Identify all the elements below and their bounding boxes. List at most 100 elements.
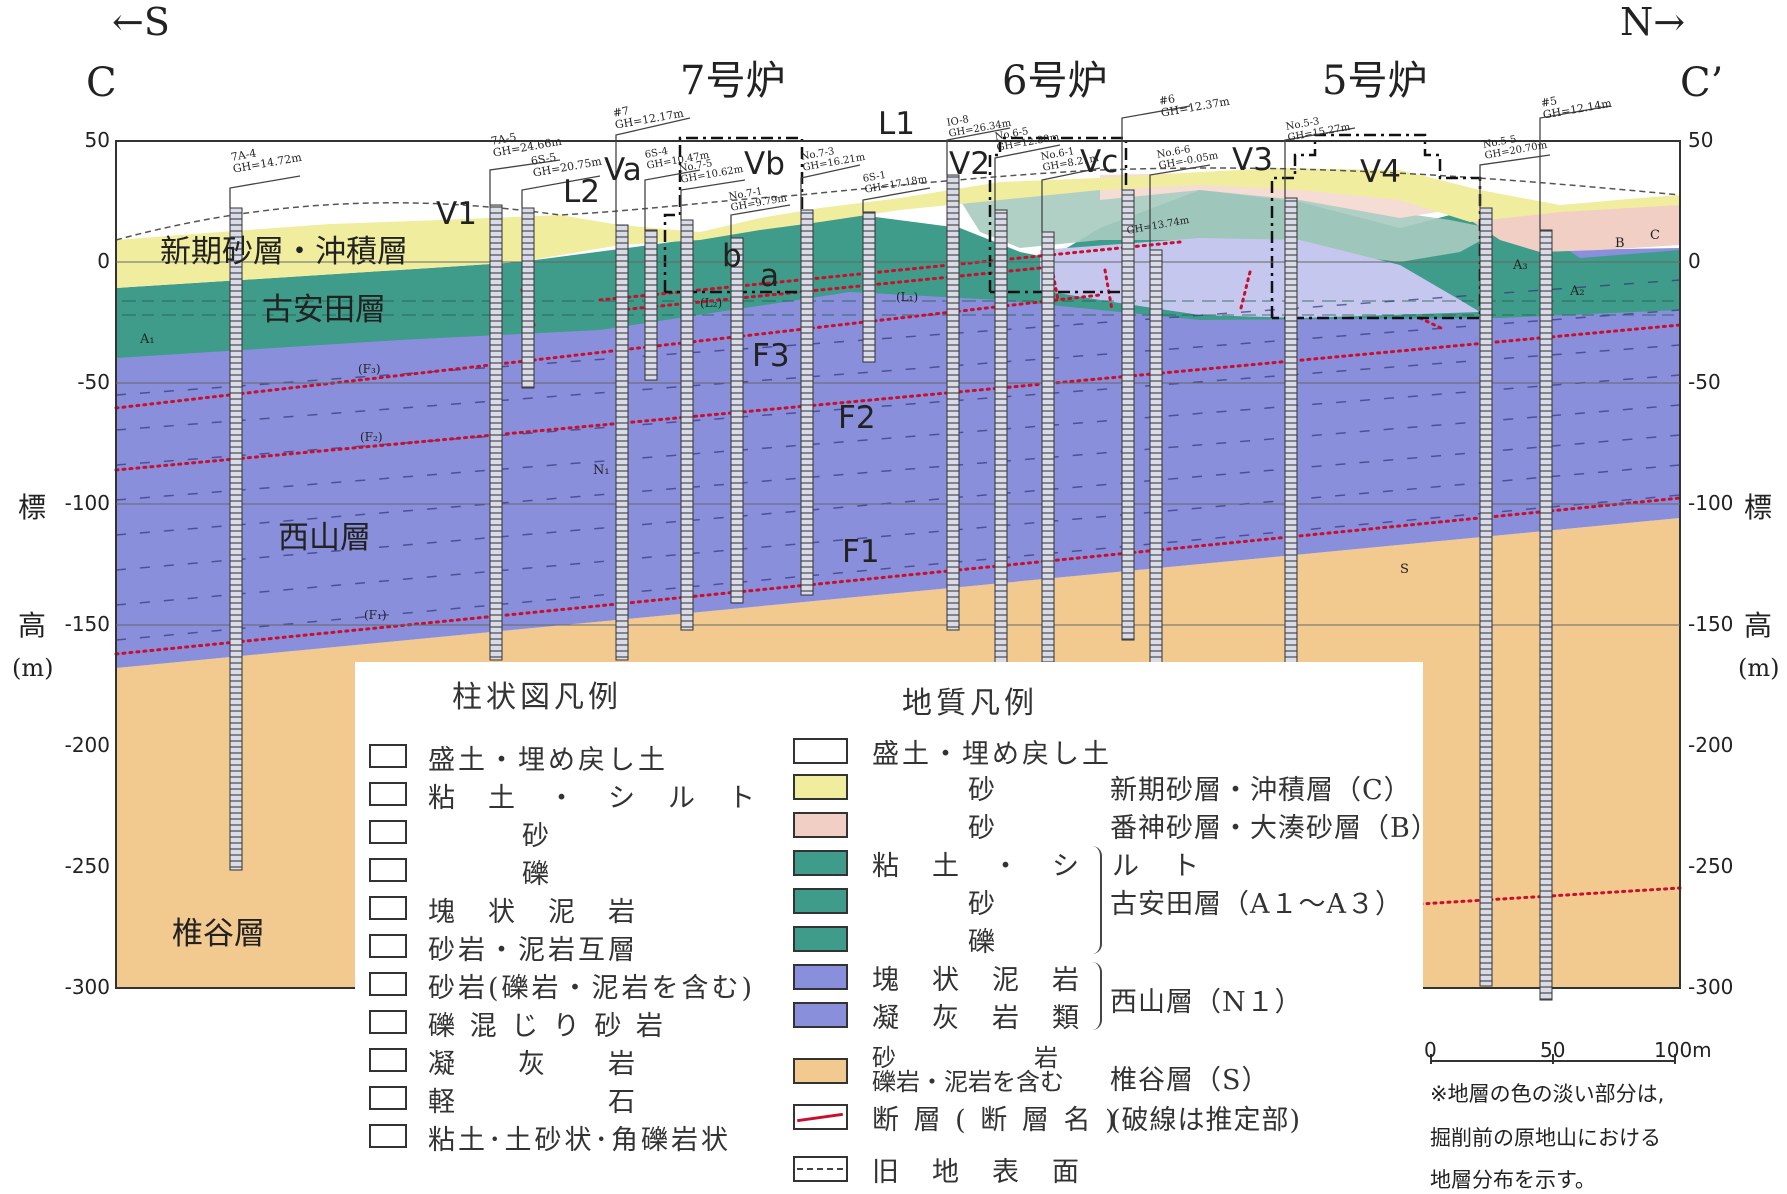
- borehole-7: [615, 224, 629, 661]
- tick-right-m250: -250: [1688, 854, 1734, 878]
- label-C: C: [1650, 228, 1660, 243]
- fault-L1: [598, 240, 1182, 302]
- label-N1: N₁: [593, 463, 610, 478]
- swatch-geo-banjin-sand: [793, 812, 848, 838]
- borehole-6-6: [1149, 249, 1163, 671]
- geology-name-shinki: 新期砂層・沖積層（C）: [1110, 775, 1412, 806]
- fault-label-F3: F3: [752, 338, 790, 374]
- reactor-7-label: 7号炉: [680, 58, 786, 104]
- elevation-label-right-1: 標: [1744, 491, 1773, 524]
- column-item-fill: 盛土・埋め戻し土: [428, 745, 668, 776]
- fault-lower-right: [1418, 886, 1682, 906]
- tick-right-m150: -150: [1688, 612, 1734, 636]
- elevation-label-right-3: (m): [1738, 654, 1780, 682]
- unit-label-b: b: [722, 238, 742, 274]
- borehole-6S-4: [644, 229, 658, 381]
- borehole-7-1: [730, 237, 744, 604]
- swatch-pumice: [369, 1086, 407, 1110]
- tick-left-m150: -150: [64, 612, 110, 636]
- swatch-geo-clay: [793, 850, 848, 876]
- fault-F1: [114, 496, 1682, 656]
- swatch-geo-fault: [793, 1104, 848, 1130]
- fault-label-Vb: Vb: [744, 146, 785, 182]
- tick-right-m50: -50: [1688, 370, 1721, 394]
- label-fF3: (F₃): [358, 362, 381, 376]
- label-A3: A₃: [1513, 258, 1528, 273]
- swatch-geo-fill: [793, 738, 848, 764]
- borehole-6: [1121, 189, 1135, 641]
- fault-V4: [1418, 316, 1447, 332]
- swatch-pebbly-sandstone: [369, 1010, 407, 1034]
- note-line-3: 地層分布を示す。: [1430, 1168, 1596, 1192]
- swatch-old-surface-line: [797, 1168, 843, 1170]
- swatch-alternation: [369, 934, 407, 958]
- column-item-tuff: 凝 灰 岩: [428, 1049, 638, 1080]
- fault-V2: [1050, 266, 1060, 302]
- swatch-clayey-breccia: [369, 1124, 407, 1148]
- formation-shiiya: 椎谷層: [172, 916, 265, 952]
- geology-item-sandstone-sub: 礫岩・泥岩を含む: [872, 1068, 1064, 1096]
- label-S: S: [1400, 562, 1409, 577]
- swatch-geo-gravel: [793, 926, 848, 952]
- geology-item-gravel: 礫: [968, 927, 998, 958]
- elevation-label-left-3: (m): [12, 654, 54, 682]
- elevation-label-left-2: 高: [18, 609, 47, 642]
- geology-item-sandstone: 砂 岩: [872, 1044, 1061, 1072]
- section-start-label: C: [86, 60, 117, 106]
- fault-label-V1: V1: [436, 196, 477, 232]
- fault-F3: [114, 293, 1102, 410]
- tick-left-m300: -300: [64, 975, 110, 999]
- scale-tick-50: [1552, 1054, 1554, 1064]
- koyasuda-pale: [960, 185, 1500, 262]
- borehole-7A-5: [489, 204, 503, 661]
- fault-label-V4: V4: [1360, 154, 1401, 190]
- label-A1: A₁: [140, 332, 155, 347]
- shinki-layer: [116, 168, 1680, 288]
- fault-F2: [114, 323, 1682, 472]
- tick-left-50: 50: [84, 128, 110, 152]
- column-item-clayey-breccia: 粘土･土砂状･角礫岩状: [428, 1125, 731, 1156]
- geology-name-banjin: 番神砂層・大湊砂層（B）: [1110, 813, 1439, 844]
- geology-item-old-surface: 旧 地 表 面: [872, 1157, 1082, 1188]
- fault-label-L1: L1: [878, 106, 915, 142]
- geology-name-fault-note: (破線は推定部): [1110, 1105, 1302, 1136]
- label-fL2: (L₂): [700, 296, 723, 310]
- label-A2: A₂: [1570, 284, 1585, 299]
- elevation-label-right-2: 高: [1744, 609, 1773, 642]
- unit-label-a: a: [760, 258, 779, 294]
- tick-right-m100: -100: [1688, 491, 1734, 515]
- elevation-label-left-1: 標: [18, 491, 47, 524]
- geology-item-banjin-sand: 砂: [968, 813, 998, 844]
- geology-name-nishiyama: 西山層（N１）: [1110, 987, 1303, 1018]
- geology-item-fault: 断 層 ( 断 層 名 ): [872, 1105, 1119, 1136]
- swatch-sandstone: [369, 972, 407, 996]
- formation-shinki: 新期砂層・沖積層: [160, 234, 408, 270]
- fault-label-L2: L2: [563, 174, 600, 210]
- note-line-1: ※地層の色の淡い部分は,: [1430, 1082, 1665, 1106]
- koyasuda-hatch: [116, 290, 1680, 320]
- scale-label-100: 100m: [1654, 1038, 1712, 1062]
- formation-koyasuda: 古安田層: [262, 292, 386, 328]
- borehole-5: [1539, 229, 1553, 1001]
- borehole-7-5: [680, 219, 694, 631]
- north-direction: N→: [1620, 0, 1686, 44]
- borehole-6-1: [1041, 231, 1055, 663]
- scale-tick-100: [1674, 1054, 1676, 1064]
- south-direction: ←S: [112, 0, 170, 44]
- bracket-koyasuda: [1090, 846, 1102, 954]
- geology-name-koyasuda: 古安田層（A１～A３）: [1110, 889, 1403, 920]
- tick-right-50: 50: [1688, 128, 1714, 152]
- borehole-7-3: [800, 209, 814, 596]
- bracket-nishiyama: [1090, 962, 1102, 1030]
- swatch-geo-koyasuda-sand: [793, 888, 848, 914]
- reactor-5-label: 5号炉: [1322, 58, 1428, 104]
- swatch-massive-mudstone: [369, 896, 407, 920]
- column-item-gravel: 礫: [522, 859, 552, 890]
- borehole-IO-8: [946, 174, 960, 631]
- fault-label-V3: V3: [1232, 142, 1273, 178]
- tick-left-m250: -250: [64, 854, 110, 878]
- original-ground-surface: [115, 167, 1681, 241]
- column-item-pebbly-sandstone: 礫 混 じ り 砂 岩: [428, 1011, 666, 1042]
- borehole-6S-1: [862, 211, 876, 363]
- swatch-geo-tuff: [793, 1002, 848, 1028]
